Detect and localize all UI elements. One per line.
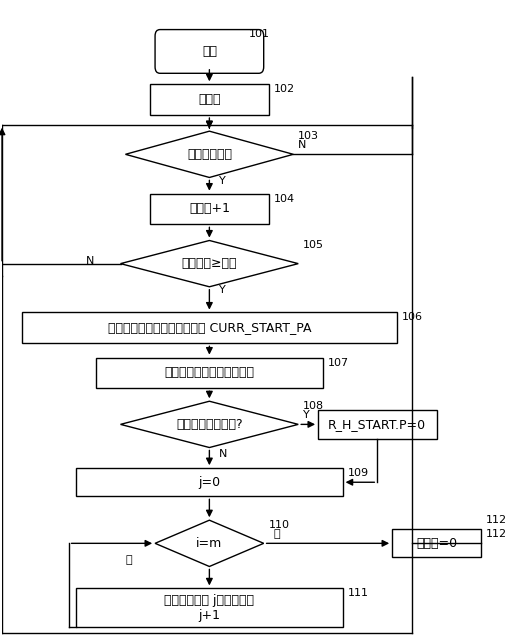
Bar [76,468,343,496]
Text: Y: Y [219,176,226,186]
Text: 计算新的热区物理起始地址: 计算新的热区物理起始地址 [164,367,254,379]
Text: 计数器值≥阈值: 计数器值≥阈值 [182,257,237,270]
Text: i=m: i=m [196,537,222,550]
Text: 否: 否 [125,555,132,565]
Text: 112: 112 [486,529,507,539]
Text: Y: Y [303,410,310,420]
Text: N: N [298,140,306,150]
Bar [392,529,481,557]
Text: 106: 106 [402,312,423,323]
Text: 103: 103 [298,131,319,141]
Text: 109: 109 [348,468,369,478]
Text: 111: 111 [348,588,369,599]
Bar [150,84,269,115]
FancyBboxPatch shape [155,30,264,73]
Polygon shape [121,401,298,448]
Bar [76,588,343,627]
Bar [96,358,323,388]
Bar [150,194,269,224]
Text: 105: 105 [303,240,324,251]
Text: 初始化: 初始化 [198,93,220,106]
Text: 移动热区内第 j个存储单元
j+1: 移动热区内第 j个存储单元 j+1 [164,593,254,622]
Text: R_H_START.P=0: R_H_START.P=0 [328,418,427,431]
Text: 热区地址是否溢出?: 热区地址是否溢出? [176,418,243,431]
Text: Y: Y [219,285,226,295]
Text: 104: 104 [273,194,295,204]
Text: N: N [86,256,94,266]
Text: 112: 112 [486,515,507,525]
Text: N: N [219,449,228,459]
Text: 101: 101 [249,28,270,39]
Text: 是: 是 [273,529,280,539]
Polygon shape [121,240,298,287]
Text: 计数器+1: 计数器+1 [189,203,230,215]
Bar [22,312,397,343]
Text: 确认请求类型: 确认请求类型 [187,148,232,161]
Text: 102: 102 [273,84,295,95]
Polygon shape [155,520,264,566]
Text: j=0: j=0 [199,476,220,489]
Text: 107: 107 [328,358,349,368]
Text: 计数器=0: 计数器=0 [416,537,457,550]
Polygon shape [125,131,293,177]
Text: 开始: 开始 [202,45,217,58]
Text: 110: 110 [269,520,290,530]
Bar [318,410,437,439]
Text: 108: 108 [303,401,324,412]
Text: 保存当前热区物理起始地址为 CURR_START_PA: 保存当前热区物理起始地址为 CURR_START_PA [107,322,311,334]
